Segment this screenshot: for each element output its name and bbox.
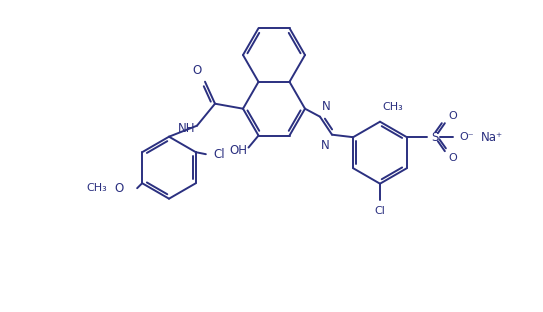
Text: N: N: [322, 100, 331, 113]
Text: O⁻: O⁻: [460, 132, 475, 142]
Text: Na⁺: Na⁺: [481, 131, 503, 144]
Text: S: S: [431, 131, 439, 144]
Text: CH₃: CH₃: [86, 183, 107, 193]
Text: CH₃: CH₃: [382, 102, 403, 112]
Text: NH: NH: [178, 122, 195, 135]
Text: Cl: Cl: [214, 148, 225, 161]
Text: N: N: [321, 139, 330, 152]
Text: OH: OH: [230, 144, 248, 157]
Text: O: O: [115, 182, 124, 195]
Text: O: O: [192, 64, 201, 77]
Text: O: O: [449, 111, 458, 121]
Text: O: O: [449, 153, 458, 163]
Text: Cl: Cl: [375, 206, 386, 216]
